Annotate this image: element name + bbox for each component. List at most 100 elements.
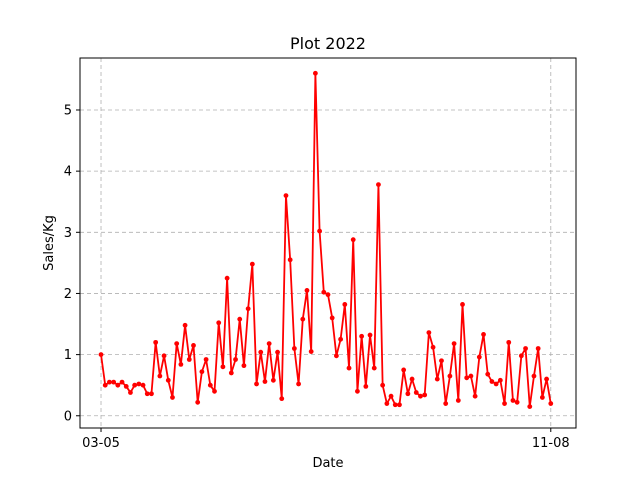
x-tick-label: 03-05 [82, 436, 120, 451]
data-point [531, 373, 537, 379]
data-point [464, 375, 470, 381]
data-point [291, 346, 297, 351]
data-point [460, 302, 465, 307]
data-point [409, 376, 415, 382]
y-tick-label: 1 [64, 348, 72, 363]
data-point [212, 388, 217, 394]
data-point [312, 70, 318, 76]
y-tick-label: 3 [64, 226, 72, 241]
data-point [497, 377, 503, 383]
data-point [430, 344, 436, 350]
x-tick-label: 11-08 [532, 436, 570, 451]
data-point [266, 341, 272, 346]
data-point [128, 390, 133, 395]
y-tick-label: 4 [64, 165, 72, 180]
data-point [535, 346, 541, 351]
data-point [279, 396, 285, 402]
data-series [98, 70, 554, 409]
x-axis-label: Date [312, 456, 343, 471]
data-point [153, 339, 159, 345]
data-point [102, 382, 108, 388]
data-point [384, 401, 390, 406]
y-tick-label: 5 [64, 103, 72, 118]
data-point [359, 333, 365, 339]
data-point [199, 369, 205, 375]
data-point [422, 392, 428, 398]
data-point [262, 379, 268, 384]
data-point [413, 390, 419, 395]
data-point [527, 404, 533, 409]
data-point [287, 257, 293, 263]
data-point [182, 322, 188, 328]
data-point [468, 373, 474, 379]
data-point [418, 393, 423, 399]
data-point [434, 376, 440, 382]
data-point [216, 320, 222, 326]
data-point [346, 365, 352, 371]
data-point [300, 316, 306, 322]
data-point [249, 261, 255, 267]
data-point [258, 349, 264, 355]
y-tick-label: 2 [64, 287, 72, 302]
data-point [245, 306, 251, 312]
data-point [157, 373, 163, 379]
data-point [451, 341, 457, 346]
data-point [493, 381, 499, 387]
data-point [334, 353, 339, 359]
data-point [489, 379, 495, 384]
data-point [392, 402, 398, 408]
data-point [439, 358, 444, 364]
data-point [283, 193, 289, 199]
data-point [119, 379, 125, 385]
data-point [275, 349, 280, 355]
data-point [228, 370, 234, 376]
data-point [388, 393, 394, 399]
plot-frame [79, 57, 577, 429]
data-point [321, 289, 327, 295]
y-axis-ticks: 0 1 2 3 4 5 [64, 103, 80, 424]
data-point [144, 391, 150, 397]
data-point [237, 316, 243, 322]
data-point [233, 357, 238, 362]
data-point [123, 384, 129, 389]
data-point [329, 315, 335, 321]
data-point [136, 381, 142, 387]
data-point [350, 237, 356, 243]
data-point [502, 401, 507, 406]
data-point [178, 362, 184, 367]
data-point [514, 399, 520, 405]
data-point [485, 371, 491, 377]
chart-title: Plot 2022 [290, 34, 366, 53]
data-point [363, 384, 369, 389]
data-point [544, 376, 549, 382]
data-point [174, 341, 180, 346]
data-point [548, 401, 554, 406]
data-point [107, 379, 112, 385]
data-point [426, 330, 432, 335]
data-point [472, 393, 478, 399]
data-point [510, 398, 516, 403]
data-point [523, 346, 528, 351]
data-point [224, 275, 230, 281]
data-point [447, 373, 453, 379]
data-point [325, 292, 331, 298]
data-point [149, 391, 154, 397]
data-point [195, 399, 201, 405]
data-point [170, 395, 175, 400]
data-point [401, 367, 407, 373]
data-point [455, 398, 461, 403]
data-point [115, 382, 121, 388]
data-point [304, 288, 310, 293]
data-point [161, 353, 167, 359]
data-point [506, 339, 512, 345]
x-axis-ticks: 03-05 11-08 [82, 428, 570, 451]
data-point [476, 354, 482, 360]
data-point [111, 379, 117, 385]
data-point [342, 302, 348, 307]
data-point [132, 382, 138, 388]
y-tick-label: 0 [64, 409, 72, 424]
data-point [371, 365, 377, 371]
data-point [165, 377, 171, 383]
y-axis-label: Sales/Kg [42, 215, 57, 271]
